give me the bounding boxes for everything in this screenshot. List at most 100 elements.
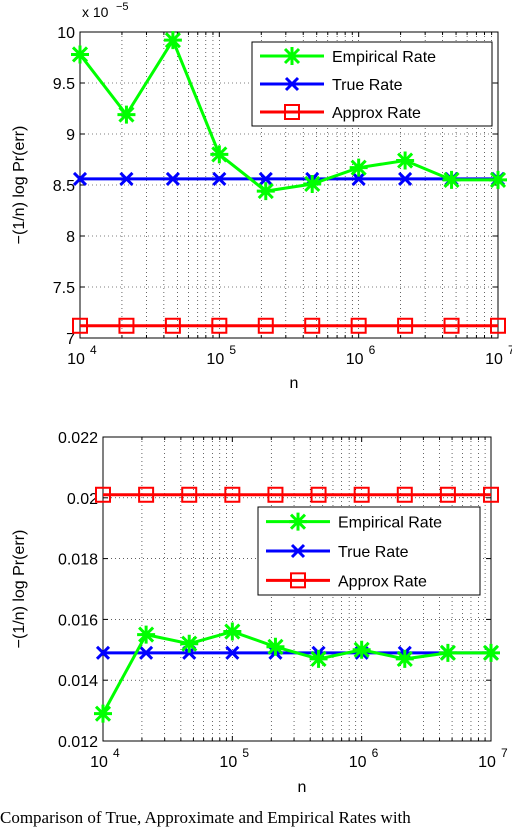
legend-label: True Rate [338,544,409,561]
x-axis-label: n [290,375,299,392]
marker-asterisk [223,622,242,641]
y-tick-label: 7 [66,331,75,348]
chart-1: 7 7.5 8 8.5 9 9.5 10 10 4 10 5 10 6 10 7 x 10 −5 n −(1/n) … [11,1,512,392]
marker-x [165,171,180,186]
series-approx-rate [72,317,506,334]
x-tick-exponent: 4 [113,746,120,760]
marker-square [257,317,274,334]
y-axis-label: −(1/n) log Pr(err) [11,126,28,245]
marker-asterisk [349,158,368,177]
marker-square [397,317,414,334]
y-tick-label: 8.5 [53,178,75,195]
marker-asterisk [395,649,414,668]
axes-box [102,436,492,742]
marker-asterisk [266,637,285,656]
x-tick-exponent: 6 [369,343,376,357]
x-tick-exponent: 7 [501,746,508,760]
marker-square [350,317,367,334]
y-tick-label: 10 [57,25,75,42]
x-tick-exponent: 7 [508,343,512,357]
series-line [101,629,491,715]
y-tick-label: 8 [66,229,75,246]
y-tick-label: 0.014 [58,673,98,690]
x-tick-exponent: 5 [242,746,249,760]
marker-square [304,317,321,334]
marker-x [139,645,154,660]
marker-asterisk [94,704,112,723]
marker-asterisk [438,643,457,662]
marker-x [212,171,227,186]
marker-x [290,543,306,559]
marker-square [396,486,413,503]
marker-square [439,486,456,503]
marker-x [398,171,413,186]
marker-square [353,486,370,503]
legend-label: Approx Rate [332,105,421,122]
series-line [78,36,498,193]
x-tick-label: 10 [349,754,367,771]
marker-square [164,317,181,334]
series-empirical-rate [94,622,500,723]
marker-asterisk [396,151,415,170]
marker-square [138,486,155,503]
x-axis-label: n [298,779,307,796]
marker-x [351,171,366,186]
chart-2: 0.012 0.014 0.016 0.018 0.02 0.022 10 4 10 5 10 6 10… [11,430,508,796]
marker-asterisk [309,649,328,668]
x-tick-label: 10 [485,351,503,368]
x-tick-label: 10 [219,754,237,771]
marker-asterisk [489,170,507,189]
y-tick-label: 7.5 [53,280,75,297]
marker-x [258,171,273,186]
y-tick-label: 0.016 [58,612,98,629]
marker-asterisk [71,45,89,64]
legend-label: Empirical Rate [332,49,436,66]
y-tick-label: 9.5 [53,76,75,93]
legend-label: Empirical Rate [338,515,442,532]
marker-square [310,486,327,503]
marker-x [95,645,111,660]
x-tick-label: 10 [346,351,364,368]
marker-square [284,104,300,120]
y-axis-label: −(1/n) log Pr(err) [11,530,28,649]
marker-square [490,317,506,334]
marker-asterisk [163,31,182,50]
marker-square [443,317,460,334]
y-tick-label: 9 [66,127,75,144]
marker-square [224,486,241,503]
marker-asterisk [352,640,371,659]
x-tick-label: 10 [67,351,85,368]
marker-x [72,171,88,186]
x-tick-label: 10 [206,351,224,368]
marker-square [267,486,284,503]
legend: Empirical Rate True Rate Approx Rate [251,41,493,127]
x-tick-exponent: 4 [90,343,97,357]
marker-asterisk [482,643,500,662]
marker-asterisk [210,145,229,164]
y-tick-label: 0.012 [58,734,98,751]
series-approx-rate [95,486,499,503]
legend-label: True Rate [332,77,403,94]
legend: Empirical Rate True Rate Approx Rate [257,506,481,596]
x-tick-exponent: 6 [372,746,379,760]
marker-asterisk [283,47,301,65]
marker-square [118,317,135,334]
y-tick-label: 0.018 [58,552,98,569]
marker-asterisk [442,170,461,189]
marker-asterisk [117,105,136,124]
marker-square [290,572,306,589]
marker-square [211,317,228,334]
series-empirical-rate [71,31,507,201]
marker-square [72,317,88,334]
marker-asterisk [137,625,156,644]
marker-asterisk [289,512,307,531]
y-multiplier-exponent: −5 [116,1,129,13]
y-tick-label: 0.02 [67,491,98,508]
marker-x [284,76,300,92]
marker-x [119,171,134,186]
marker-square [95,486,111,503]
marker-square [181,486,198,503]
figure-caption: Comparison of True, Approximate and Empi… [0,808,411,827]
marker-square [483,486,499,503]
